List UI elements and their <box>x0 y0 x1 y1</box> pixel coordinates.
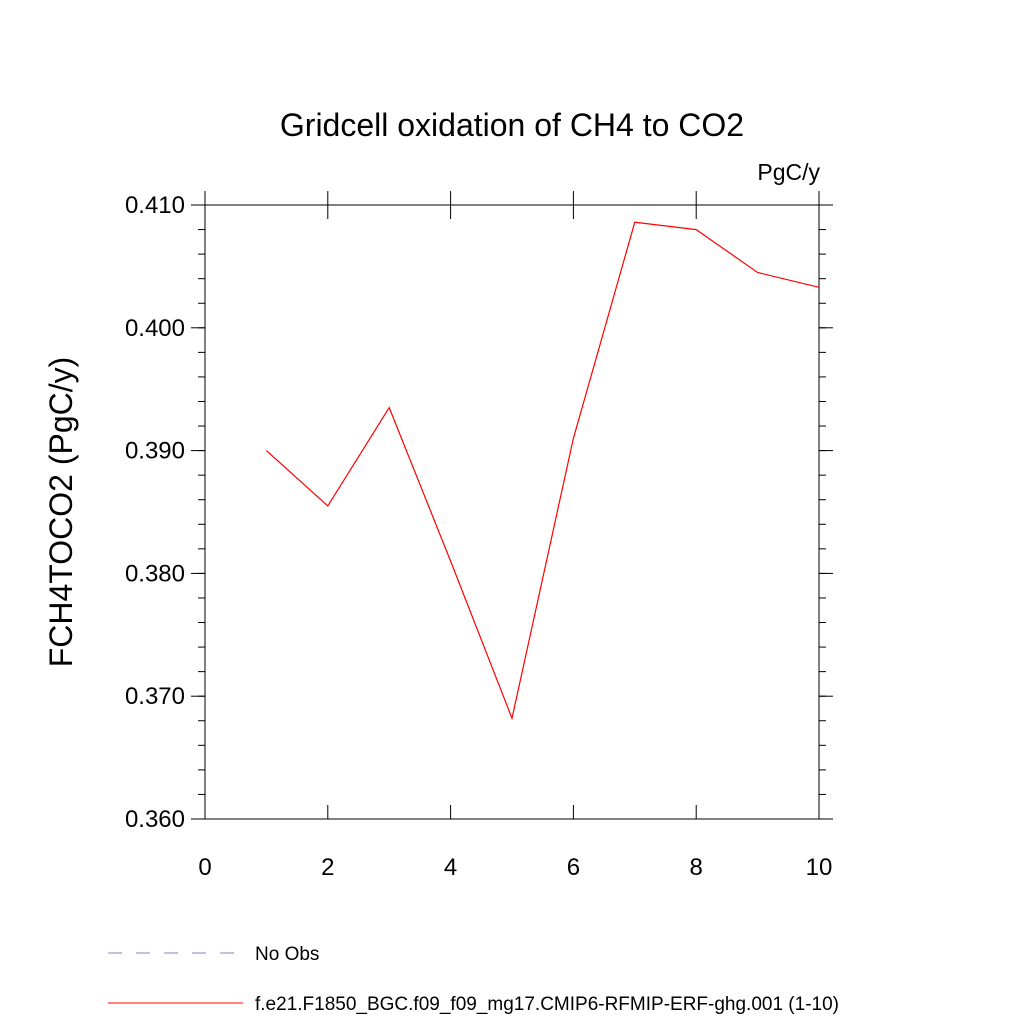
legend: No Obs f.e21.F1850_BGC.f09_f09_mg17.CMIP6… <box>108 944 839 1015</box>
y-tick-label: 0.410 <box>125 192 185 219</box>
x-tick-label: 6 <box>567 854 580 881</box>
legend-label: f.e21.F1850_BGC.f09_f09_mg17.CMIP6-RFMIP… <box>255 994 839 1015</box>
legend-label: No Obs <box>255 944 319 965</box>
series-line <box>265 221 820 721</box>
y-tick-label: 0.360 <box>125 806 185 833</box>
x-tick-label: 10 <box>806 854 833 881</box>
axis-ticks: 0 2 4 6 8 10 0.360 0.370 0.380 0.390 0.400 0.410 <box>125 191 833 881</box>
chart-title: Gridcell oxidation of CH4 to CO2 <box>280 107 744 143</box>
x-tick-label: 4 <box>444 854 457 881</box>
data-series <box>265 221 820 721</box>
x-tick-label: 2 <box>321 854 334 881</box>
y-tick-label: 0.370 <box>125 683 185 710</box>
y-tick-label: 0.390 <box>125 438 185 465</box>
units-label: PgC/y <box>757 159 820 185</box>
y-tick-label: 0.400 <box>125 315 185 342</box>
y-tick-label: 0.380 <box>125 560 185 587</box>
x-tick-label: 0 <box>198 854 211 881</box>
x-tick-label: 8 <box>690 854 703 881</box>
y-axis-label: FCH4TOCO2 (PgC/y) <box>43 357 79 668</box>
plot-frame <box>204 204 820 820</box>
